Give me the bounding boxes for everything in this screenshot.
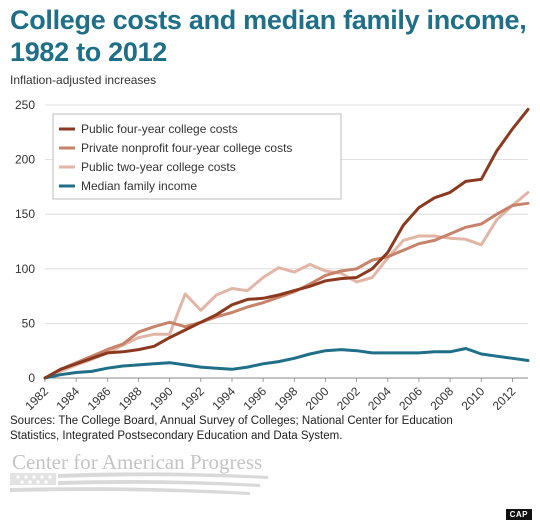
x-tick-label: 1986	[85, 384, 114, 410]
x-tick-label: 1996	[240, 384, 269, 410]
series-line-3	[43, 347, 530, 380]
x-tick-label: 2000	[303, 384, 332, 410]
y-tick-label: 50	[22, 316, 36, 330]
y-tick-label: 250	[15, 98, 35, 112]
legend-label-3: Median family income	[81, 179, 197, 193]
organization-logo-text: Center for American Progress	[12, 450, 263, 474]
x-tick-label: 1998	[272, 384, 301, 410]
legend: Public four-year college costs Private no…	[52, 113, 342, 200]
series-line-0	[43, 107, 530, 380]
x-tick-label: 2010	[459, 384, 488, 410]
x-tick-label: 2006	[396, 384, 425, 410]
series-lines	[43, 107, 530, 380]
y-tick-label: 200	[15, 153, 35, 167]
y-tick-label: 0	[28, 371, 35, 385]
legend-label-2: Public two-year college costs	[81, 160, 236, 174]
x-tick-label: 1982	[22, 384, 51, 410]
x-tick-label: 1990	[147, 384, 176, 410]
y-axis-label: Inflation-adjusted increases	[10, 73, 157, 87]
x-tick-label: 2008	[427, 384, 456, 410]
legend-box	[52, 113, 342, 200]
source-note: Sources: The College Board, Annual Surve…	[10, 415, 453, 442]
legend-label-0: Public four-year college costs	[81, 122, 238, 136]
x-tick-label: 1992	[178, 384, 207, 410]
legend-label-1: Private nonprofit four-year college cost…	[81, 141, 292, 155]
x-tick-label: 2012	[490, 384, 519, 410]
x-tick-label: 1994	[209, 384, 238, 410]
flag-stripes-logo	[10, 472, 268, 495]
y-tick-label: 100	[15, 262, 35, 276]
x-tick-label: 1988	[116, 384, 145, 410]
x-tick-label: 2004	[365, 384, 394, 410]
series-line-1	[43, 201, 530, 380]
x-tick-label: 2002	[334, 384, 363, 410]
cap-tag: CAP	[505, 509, 532, 520]
y-tick-label: 150	[15, 207, 35, 221]
x-tick-label: 1984	[54, 384, 83, 410]
chart-title: College costs and median family income, …	[10, 5, 527, 67]
